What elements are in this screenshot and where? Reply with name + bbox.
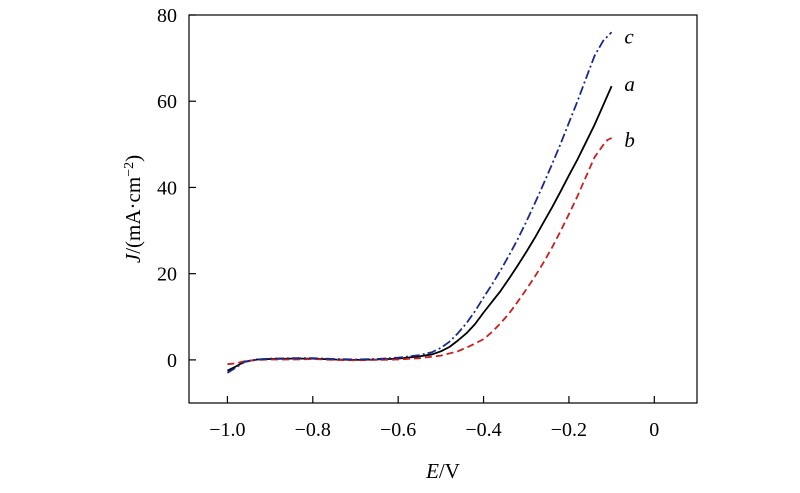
axis-ticks: −1.0 −0.8 −0.6 −0.4 −0.2 0 0 20 40 60 80	[157, 5, 659, 441]
y-tick-label: 80	[157, 5, 177, 27]
series-label-a: a	[624, 72, 635, 96]
x-tick-label: −0.8	[295, 419, 331, 441]
y-tick-label: 40	[157, 177, 177, 199]
y-tick-label: 0	[167, 350, 177, 372]
plot-frame	[188, 14, 698, 404]
x-tick-label: −0.2	[551, 419, 587, 441]
x-axis-title: E/V	[425, 459, 460, 483]
x-tick-label: 0	[649, 419, 659, 441]
series-label-c: c	[624, 25, 634, 49]
x-tick-label: −0.6	[380, 419, 416, 441]
series-line-c	[226, 31, 613, 374]
y-tick-label: 20	[157, 264, 177, 286]
series-labels: a b c	[624, 25, 635, 152]
x-tick-label: −1.0	[209, 419, 245, 441]
series-line-a	[226, 85, 613, 372]
series-curves	[226, 31, 613, 374]
y-axis-title: J/(mA·cm−2)	[121, 155, 145, 263]
series-label-b: b	[624, 128, 635, 152]
series-line-b	[227, 137, 613, 366]
x-tick-label: −0.4	[465, 419, 501, 441]
y-tick-label: 60	[157, 91, 177, 113]
